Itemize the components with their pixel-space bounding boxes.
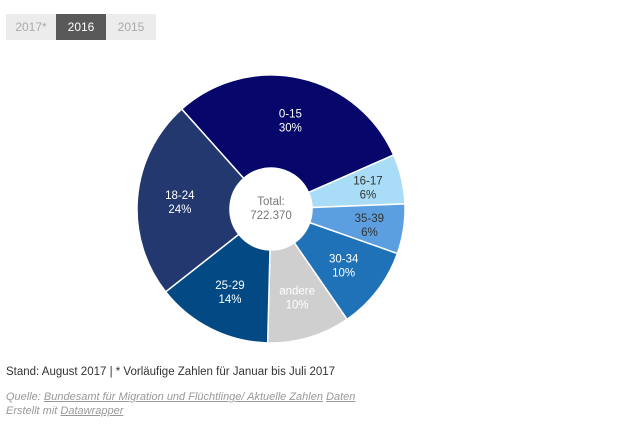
slice-value-andere: 10% — [286, 300, 309, 312]
year-tabs: 2017* 2016 2015 — [6, 14, 156, 40]
slice-label-andere: andere — [279, 286, 315, 298]
slice-value-0-15: 30% — [279, 123, 302, 135]
slice-label-35-39: 35-39 — [355, 213, 384, 225]
slice-18-24[interactable] — [136, 108, 245, 293]
slice-value-35-39: 6% — [361, 227, 378, 239]
source-block: Quelle: Bundesamt für Migration und Flüc… — [6, 390, 355, 418]
slice-label-0-15: 0-15 — [279, 109, 302, 121]
slice-value-18-24: 24% — [168, 204, 191, 216]
tab-2015[interactable]: 2015 — [106, 14, 156, 40]
slice-value-25-29: 14% — [218, 294, 241, 306]
tab-2017[interactable]: 2017* — [6, 14, 56, 40]
slice-label-16-17: 16-17 — [353, 176, 382, 188]
footnote: Stand: August 2017 | * Vorläufige Zahlen… — [6, 366, 336, 378]
data-link[interactable]: Daten — [326, 391, 356, 403]
center-total-label: Total: — [257, 196, 285, 208]
created-prefix: Erstellt mit — [6, 405, 58, 417]
slice-value-30-34: 10% — [332, 268, 355, 280]
datawrapper-link[interactable]: Datawrapper — [60, 405, 124, 417]
slice-label-18-24: 18-24 — [165, 190, 195, 202]
slice-label-25-29: 25-29 — [215, 280, 244, 292]
source-link[interactable]: Bundesamt für Migration und Flüchtlinge/… — [43, 391, 323, 403]
slice-value-16-17: 6% — [360, 190, 377, 202]
slice-0-15[interactable] — [180, 74, 395, 194]
source-prefix: Quelle: — [6, 391, 41, 403]
center-total-value: 722.370 — [250, 210, 292, 222]
slice-label-30-34: 30-34 — [329, 254, 359, 266]
donut-chart: 0-15 30% 16-17 6% 35-39 6% 30-34 10% andere 10% 25… — [136, 74, 406, 344]
slice-25-29[interactable] — [164, 233, 271, 344]
tab-2016[interactable]: 2016 — [56, 14, 106, 40]
